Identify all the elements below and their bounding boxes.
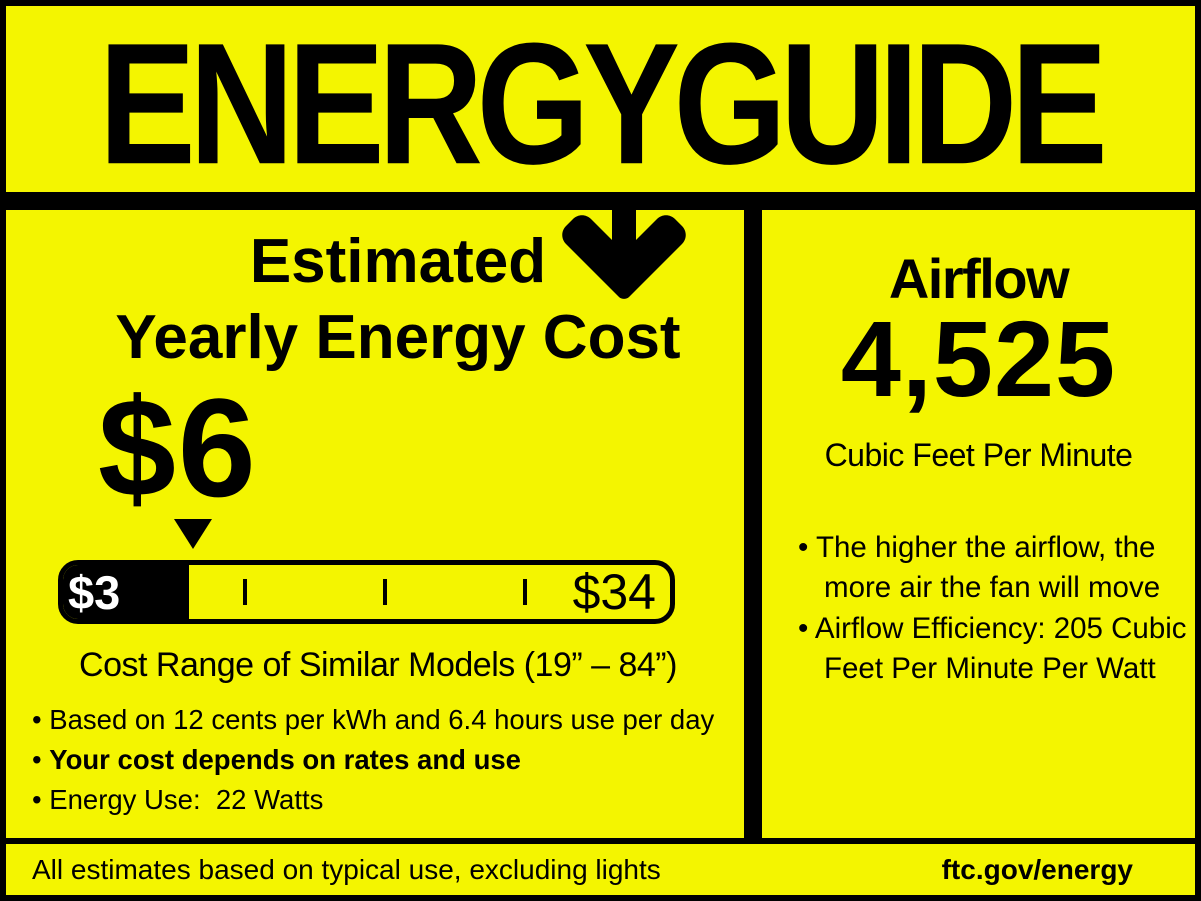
svg-text:ENERGYGUIDE: ENERGYGUIDE [99, 6, 1103, 200]
